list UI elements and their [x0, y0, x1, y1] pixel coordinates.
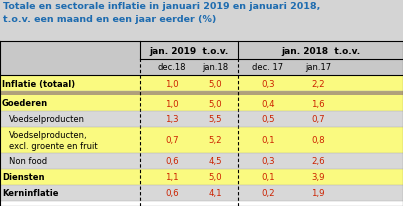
Text: t.o.v. een maand en een jaar eerder (%): t.o.v. een maand en een jaar eerder (%): [3, 15, 216, 24]
Text: dec. 17: dec. 17: [252, 63, 284, 72]
Text: 1,0: 1,0: [165, 79, 179, 88]
Text: jan. 2018  t.o.v.: jan. 2018 t.o.v.: [281, 46, 360, 55]
Text: 0,6: 0,6: [165, 188, 179, 198]
Bar: [0, 91, 403, 96]
Text: 4,1: 4,1: [208, 188, 222, 198]
Bar: [0, 76, 403, 91]
Text: Inflatie (totaal): Inflatie (totaal): [2, 79, 75, 88]
Bar: [0, 42, 403, 60]
Text: Diensten: Diensten: [2, 173, 44, 182]
Text: 3,9: 3,9: [311, 173, 325, 182]
Text: Goederen: Goederen: [2, 99, 48, 108]
Text: 1,6: 1,6: [311, 99, 325, 108]
Text: 1,0: 1,0: [165, 99, 179, 108]
Text: jan. 2019  t.o.v.: jan. 2019 t.o.v.: [150, 46, 229, 55]
Text: 1,3: 1,3: [165, 115, 179, 124]
Text: Non food: Non food: [9, 157, 47, 166]
Text: 1,9: 1,9: [311, 188, 325, 198]
Text: Voedselproducten: Voedselproducten: [9, 115, 85, 124]
Text: 0,8: 0,8: [311, 136, 325, 145]
Bar: [0, 153, 403, 169]
Bar: [0, 111, 403, 127]
Text: 5,2: 5,2: [208, 136, 222, 145]
Text: dec.18: dec.18: [158, 63, 186, 72]
Text: 0,1: 0,1: [261, 136, 275, 145]
Text: 0,5: 0,5: [261, 115, 275, 124]
Text: 0,6: 0,6: [165, 157, 179, 166]
Text: 0,2: 0,2: [261, 188, 275, 198]
Text: 1,1: 1,1: [165, 173, 179, 182]
Bar: [0, 96, 403, 111]
Text: Totale en sectorale inflatie in januari 2019 en januari 2018,: Totale en sectorale inflatie in januari …: [3, 2, 320, 11]
Bar: [0, 127, 403, 153]
Text: jan.18: jan.18: [202, 63, 228, 72]
Text: 5,5: 5,5: [208, 115, 222, 124]
Text: jan.17: jan.17: [305, 63, 331, 72]
Text: 0,7: 0,7: [165, 136, 179, 145]
Text: 5,0: 5,0: [208, 79, 222, 88]
Text: 0,3: 0,3: [261, 157, 275, 166]
Text: 2,2: 2,2: [311, 79, 325, 88]
Text: 4,5: 4,5: [208, 157, 222, 166]
Bar: [0, 60, 403, 76]
Text: 0,7: 0,7: [311, 115, 325, 124]
Text: Kerninflatie: Kerninflatie: [2, 188, 58, 198]
Text: 0,4: 0,4: [261, 99, 275, 108]
Text: 5,0: 5,0: [208, 173, 222, 182]
Text: 5,0: 5,0: [208, 99, 222, 108]
Bar: [0, 185, 403, 201]
Text: 2,6: 2,6: [311, 157, 325, 166]
Text: 0,1: 0,1: [261, 173, 275, 182]
Text: Voedselproducten,
excl. groente en fruit: Voedselproducten, excl. groente en fruit: [9, 130, 98, 150]
Text: 0,3: 0,3: [261, 79, 275, 88]
Bar: [0, 0, 403, 42]
Bar: [0, 169, 403, 185]
